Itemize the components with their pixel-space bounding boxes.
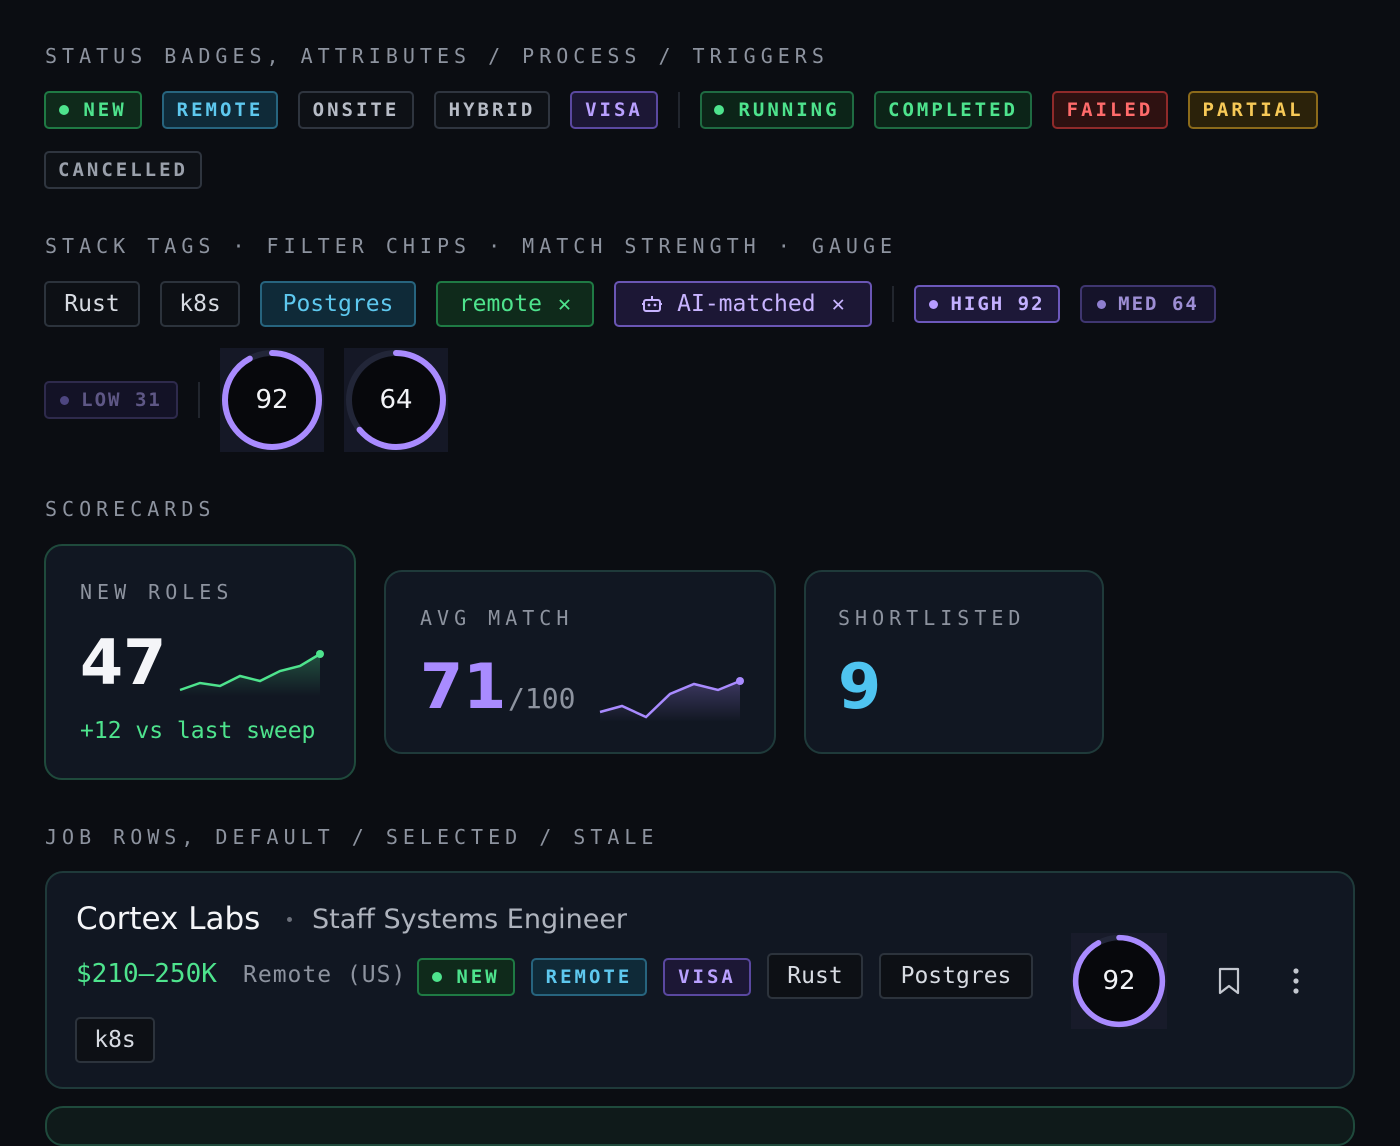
badge-visa: VISA — [570, 91, 658, 129]
badge-remote: REMOTE — [162, 91, 278, 129]
close-icon[interactable]: ✕ — [557, 291, 572, 317]
status-dot-icon — [59, 105, 70, 115]
match-low-label: LOW — [81, 389, 122, 411]
robot-icon — [642, 296, 663, 312]
match-badge-low: LOW 31 — [44, 381, 178, 419]
bookmark-icon[interactable] — [1217, 967, 1241, 995]
badge-visa: VISA — [663, 958, 751, 996]
badge-new: NEW — [417, 958, 515, 996]
badge-new: NEW — [44, 91, 142, 129]
badge-cancelled: CANCELLED — [44, 151, 202, 189]
badge-new-label: NEW — [456, 966, 500, 988]
close-icon[interactable]: ✕ — [831, 291, 845, 317]
scorecard-delta: +12 vs last sweep — [80, 718, 315, 744]
match-badge-med: MED 64 — [1080, 285, 1216, 323]
badge-running: RUNNING — [700, 91, 854, 129]
location: Remote (US) — [243, 962, 407, 988]
match-high-label: HIGH — [950, 293, 1005, 315]
stack-tag-k8s[interactable]: k8s — [160, 281, 240, 327]
badge-hybrid: HYBRID — [434, 91, 550, 129]
match-high-value: 92 — [1017, 293, 1045, 315]
company-name: Cortex Labs — [76, 901, 261, 937]
role-title: Staff Systems Engineer — [312, 904, 628, 935]
filter-chip-remote-label: remote — [458, 291, 542, 317]
stack-tag-rust[interactable]: Rust — [44, 281, 140, 327]
divider — [892, 286, 894, 322]
gauge-ring — [220, 348, 324, 452]
badge-running-label: RUNNING — [738, 99, 840, 121]
match-med-value: 64 — [1171, 293, 1199, 315]
sparkline — [599, 677, 744, 722]
filter-chip-ai-matched[interactable]: AI-matched ✕ — [614, 281, 872, 327]
separator-dot — [287, 917, 292, 922]
gauge-value: 92 — [1102, 966, 1136, 996]
match-gauge: 92 — [220, 348, 324, 452]
section-heading-status: STATUS BADGES, ATTRIBUTES / PROCESS / TR… — [45, 44, 829, 68]
match-med-label: MED — [1118, 293, 1159, 315]
status-dot-icon — [432, 972, 443, 982]
dot-icon — [60, 395, 70, 405]
divider — [198, 382, 200, 418]
scorecard-label: SHORTLISTED — [838, 606, 1026, 630]
badge-completed: COMPLETED — [874, 91, 1032, 129]
more-vertical-icon[interactable] — [1289, 967, 1303, 995]
stack-tag-postgres[interactable]: Postgres — [260, 281, 416, 327]
stack-tag[interactable]: Rust — [767, 953, 863, 999]
badge-remote: REMOTE — [531, 958, 647, 996]
filter-chip-remote[interactable]: remote ✕ — [436, 281, 594, 327]
scorecard-value: 71 — [420, 650, 507, 723]
match-gauge: 92 — [1071, 933, 1167, 1029]
sparkline — [179, 650, 324, 696]
delta-text: +12 vs last sweep — [80, 718, 316, 744]
section-heading-job-rows: JOB ROWS, DEFAULT / SELECTED / STALE — [45, 825, 659, 849]
job-row-selected[interactable] — [45, 1106, 1355, 1146]
match-low-value: 31 — [134, 389, 162, 411]
scorecard-new-roles[interactable]: NEW ROLES 47 +12 vs last sweep — [44, 544, 356, 780]
stack-tag[interactable]: Postgres — [879, 953, 1033, 999]
scorecard-label: AVG MATCH — [420, 606, 574, 630]
status-dot-icon — [714, 105, 725, 115]
scorecard-suffix: /100 — [508, 682, 576, 715]
stack-tag[interactable]: k8s — [75, 1017, 155, 1063]
scorecard-shortlisted[interactable]: SHORTLISTED 9 — [804, 570, 1104, 754]
section-heading-scorecards: SCORECARDS — [45, 497, 216, 521]
scorecard-value: 47 — [80, 626, 167, 699]
filter-chip-ai-label: AI-matched — [677, 291, 816, 317]
gauge-value: 92 — [255, 385, 289, 415]
scorecard-avg-match[interactable]: AVG MATCH 71 /100 — [384, 570, 776, 754]
dot-icon — [929, 299, 939, 309]
gauge-ring — [1071, 933, 1167, 1029]
match-gauge: 64 — [344, 348, 448, 452]
scorecard-label: NEW ROLES — [80, 580, 234, 604]
match-badge-high: HIGH 92 — [914, 285, 1060, 323]
badge-partial: PARTIAL — [1188, 91, 1318, 129]
salary: $210–250K — [76, 959, 217, 989]
divider — [678, 92, 680, 128]
badge-failed: FAILED — [1052, 91, 1168, 129]
gauge-ring — [344, 348, 448, 452]
badge-new-label: NEW — [83, 99, 127, 121]
section-heading-stack: STACK TAGS · FILTER CHIPS · MATCH STRENG… — [45, 234, 898, 258]
scorecard-value: 9 — [838, 650, 882, 723]
dot-icon — [1097, 299, 1107, 309]
job-row[interactable]: Cortex Labs Staff Systems Engineer $210–… — [45, 871, 1355, 1089]
badge-onsite: ONSITE — [298, 91, 414, 129]
gauge-value: 64 — [379, 385, 413, 415]
